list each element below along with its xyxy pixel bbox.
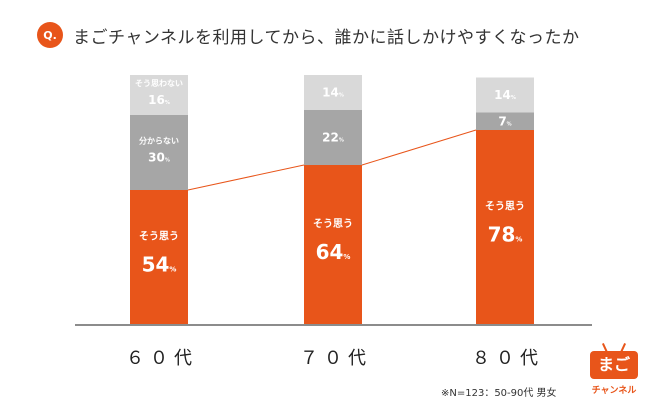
segment-name-label: そう思わない xyxy=(135,79,183,88)
data-label: 64% xyxy=(316,240,351,264)
data-label: 16% xyxy=(148,93,170,107)
bar-segment-yes-2 xyxy=(304,165,362,325)
bar-segment-no-2 xyxy=(304,75,362,110)
data-label: 78% xyxy=(488,223,523,247)
connector-line xyxy=(361,129,477,166)
segment-name-label: そう思う xyxy=(139,231,179,243)
connector-lines xyxy=(187,129,477,191)
segment-name-label: そう思う xyxy=(485,201,525,213)
data-label: 14% xyxy=(494,88,516,102)
x-tick-label: ７０代 xyxy=(300,348,372,369)
x-tick-label: ８０代 xyxy=(472,348,544,369)
x-tick-label: ６０代 xyxy=(126,348,198,369)
data-label: 7% xyxy=(498,114,511,128)
chart-title: まごチャンネルを利用してから、誰かに話しかけやすくなったか xyxy=(73,27,580,48)
data-label: 22% xyxy=(322,131,344,145)
bar-segment-no-1 xyxy=(130,75,188,115)
data-label: 30% xyxy=(148,151,170,165)
data-label: 54% xyxy=(142,253,177,277)
bar-segment-neutral-3 xyxy=(476,112,534,130)
bar-segment-neutral-2 xyxy=(304,110,362,165)
question-badge: Q. xyxy=(37,22,63,48)
title-row: Q. まごチャンネルを利用してから、誰かに話しかけやすくなったか xyxy=(37,20,579,50)
logo-subtext: チャンネル xyxy=(591,386,637,396)
bar-segment-yes-1 xyxy=(130,190,188,325)
segment-name-label: 分からない xyxy=(139,136,179,146)
bar-segment-yes-3 xyxy=(476,130,534,325)
logo-tv: まご xyxy=(590,351,638,379)
segment-name-label: そう思う xyxy=(313,218,353,230)
bar-segment-neutral-1 xyxy=(130,115,188,190)
mago-channel-logo: まご チャンネル xyxy=(586,343,642,399)
data-label: 14% xyxy=(322,86,344,100)
connector-line xyxy=(187,164,305,191)
sample-footnote: ※N=123：50-90代 男女 xyxy=(441,388,557,399)
bar-segment-no-3 xyxy=(476,77,534,113)
